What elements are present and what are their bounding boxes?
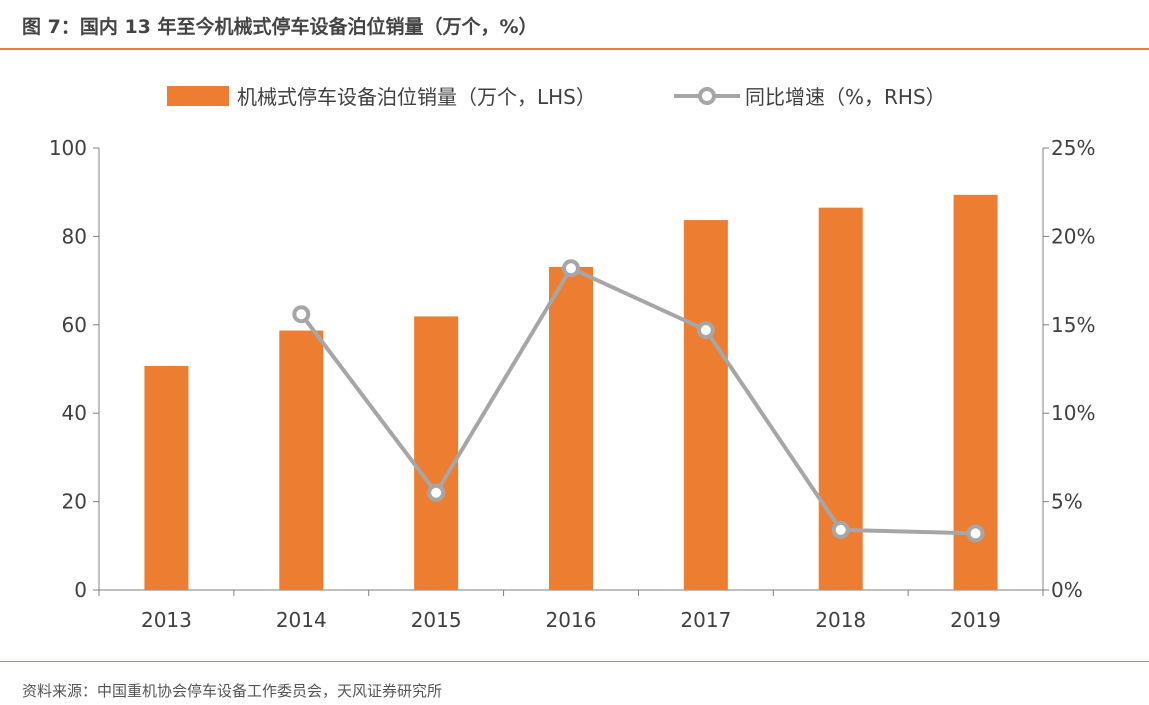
legend-line-label: 同比增速（%，RHS） — [745, 85, 946, 109]
title-divider — [0, 48, 1149, 50]
growth-point — [831, 520, 850, 539]
bar — [144, 365, 189, 590]
bar — [279, 330, 324, 590]
left-tick-label: 20 — [62, 490, 87, 514]
right-tick-label: 5% — [1051, 490, 1083, 514]
left-tick-label: 100 — [49, 136, 87, 160]
growth-point — [696, 321, 715, 340]
right-tick-label: 20% — [1051, 224, 1095, 248]
x-tick-label: 2018 — [815, 608, 866, 632]
left-tick-label: 0 — [74, 578, 87, 602]
left-tick-label: 60 — [62, 313, 87, 337]
bar — [549, 266, 593, 590]
left-tick-label: 80 — [62, 224, 87, 248]
bar — [414, 316, 459, 590]
legend-bar-swatch — [167, 86, 229, 106]
growth-point — [427, 483, 446, 502]
growth-point — [966, 524, 985, 543]
bar — [953, 194, 998, 591]
bar — [683, 220, 728, 590]
right-tick-label: 0% — [1051, 578, 1083, 602]
x-tick-label: 2017 — [680, 608, 731, 632]
figure-title: 图 7：国内 13 年至今机械式停车设备泊位销量（万个，%） — [22, 16, 538, 38]
x-tick-label: 2016 — [546, 608, 597, 632]
legend-line-marker — [698, 87, 716, 105]
right-tick-label: 10% — [1051, 401, 1095, 425]
x-tick-label: 2015 — [411, 608, 462, 632]
x-tick-label: 2013 — [141, 608, 192, 632]
right-tick-label: 25% — [1051, 136, 1095, 160]
source-divider — [0, 661, 1149, 662]
right-tick-label: 15% — [1051, 313, 1095, 337]
x-tick-label: 2014 — [276, 608, 327, 632]
legend-bar-label: 机械式停车设备泊位销量（万个，LHS） — [237, 85, 596, 109]
growth-point — [562, 259, 580, 278]
source-note: 资料来源：中国重机协会停车设备工作委员会，天风证券研究所 — [22, 682, 443, 700]
x-tick-label: 2019 — [950, 608, 1001, 632]
growth-point — [292, 305, 311, 324]
growth-line — [299, 266, 976, 536]
left-tick-label: 40 — [62, 401, 87, 425]
